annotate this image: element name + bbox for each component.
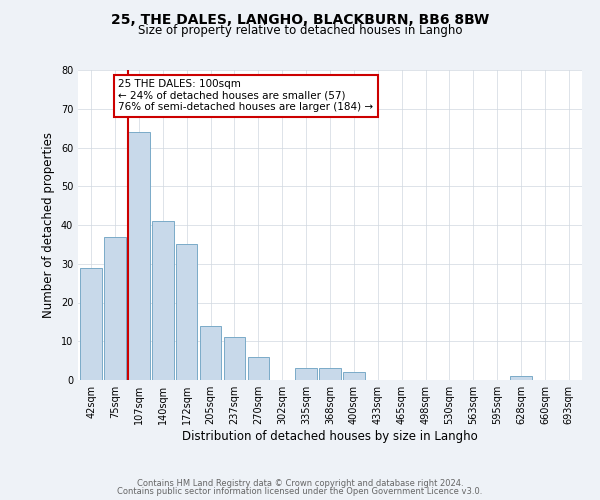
Bar	[152, 221, 173, 380]
Bar	[128, 132, 149, 380]
Bar	[511, 376, 532, 380]
Bar	[104, 236, 126, 380]
Text: 25 THE DALES: 100sqm
← 24% of detached houses are smaller (57)
76% of semi-detac: 25 THE DALES: 100sqm ← 24% of detached h…	[118, 80, 373, 112]
Bar	[224, 338, 245, 380]
Text: Size of property relative to detached houses in Langho: Size of property relative to detached ho…	[138, 24, 462, 37]
Bar	[200, 326, 221, 380]
Text: 25, THE DALES, LANGHO, BLACKBURN, BB6 8BW: 25, THE DALES, LANGHO, BLACKBURN, BB6 8B…	[111, 12, 489, 26]
X-axis label: Distribution of detached houses by size in Langho: Distribution of detached houses by size …	[182, 430, 478, 443]
Bar	[319, 368, 341, 380]
Bar	[248, 357, 269, 380]
Bar	[176, 244, 197, 380]
Text: Contains HM Land Registry data © Crown copyright and database right 2024.: Contains HM Land Registry data © Crown c…	[137, 478, 463, 488]
Bar	[80, 268, 102, 380]
Bar	[343, 372, 365, 380]
Y-axis label: Number of detached properties: Number of detached properties	[42, 132, 55, 318]
Text: Contains public sector information licensed under the Open Government Licence v3: Contains public sector information licen…	[118, 487, 482, 496]
Bar	[295, 368, 317, 380]
